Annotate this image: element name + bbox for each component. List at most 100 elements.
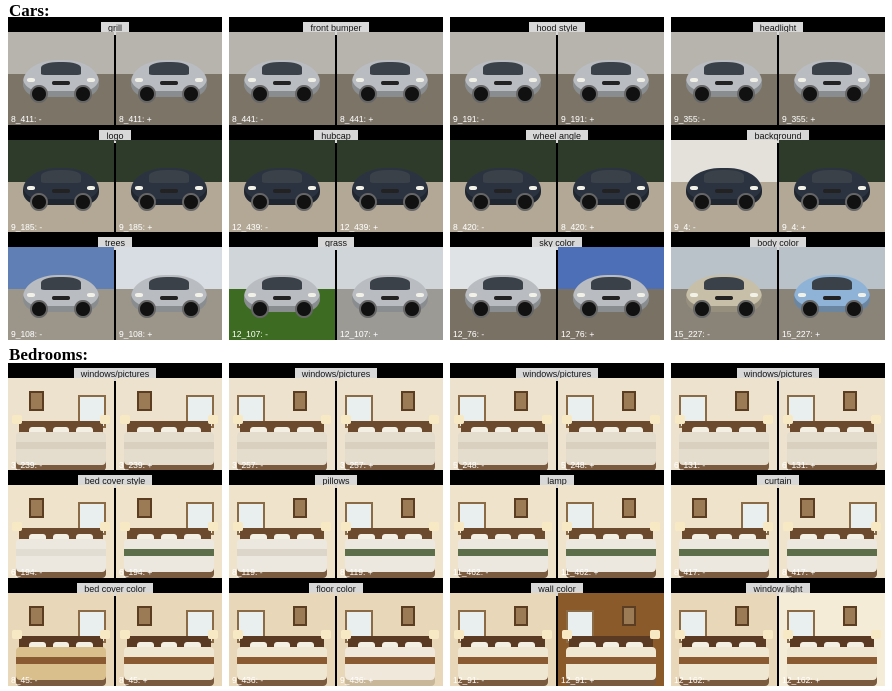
lamp (650, 630, 660, 640)
bed (124, 646, 214, 681)
unit-caption-minus: 3_257: - (232, 460, 264, 470)
unit-caption-plus: 3_239: + (119, 460, 153, 470)
pillow (29, 427, 47, 436)
pillow (625, 427, 643, 436)
car-image-minus: 8_411: - (8, 32, 114, 125)
unit-caption-plus: 8_119: + (340, 567, 373, 577)
pillow (602, 534, 620, 543)
car-image-plus: 12_439: + (337, 140, 443, 233)
bedroom-image-minus: 6_194: - (8, 485, 114, 578)
car-image-minus: 8_420: - (450, 140, 556, 233)
car-image-minus: 12_107: - (229, 247, 335, 340)
wall-picture (621, 391, 637, 412)
unit-caption-minus: 9_108: - (11, 329, 43, 339)
unit-caption-minus: 9_436: - (232, 675, 264, 685)
attribute-label: grass (229, 233, 443, 250)
wall-picture (137, 606, 153, 627)
lamp (12, 415, 22, 425)
bedroom-panel: bed cover color 8_45: - (8, 578, 222, 686)
car-image-minus: 9_191: - (450, 32, 556, 125)
attribute-label: grill (8, 18, 222, 35)
bedroom-panel: windows/pictures 3_257: - (229, 363, 443, 471)
lamp (783, 630, 793, 640)
bed (566, 538, 656, 573)
car-image (130, 59, 208, 104)
pillow (160, 427, 178, 436)
lamp (650, 522, 660, 532)
car-panel: grass 12_107: - 12_107: + (229, 232, 443, 340)
wall-picture (137, 498, 153, 519)
pillow (296, 642, 314, 651)
bedroom-panel: wall color 12_91: - 1 (450, 578, 664, 686)
pillow (29, 642, 47, 651)
lamp (233, 522, 243, 532)
bedroom-image-minus: 11_462: - (450, 485, 556, 578)
pillow (381, 534, 399, 543)
unit-caption-minus: 6_131: - (674, 460, 706, 470)
car-image (351, 59, 429, 104)
lamp (763, 522, 773, 532)
wall-picture (621, 606, 637, 627)
unit-caption-plus: 12_439: + (340, 222, 379, 232)
wall-picture (513, 606, 529, 627)
pillow (52, 427, 70, 436)
lamp (562, 415, 572, 425)
bedroom-image-minus: 3_257: - (229, 378, 335, 471)
pillow (738, 642, 756, 651)
unit-caption-plus: 12_91: + (561, 675, 595, 685)
bedroom-image-plus: 12_91: + (558, 593, 664, 686)
wall-picture (292, 391, 308, 412)
unit-caption-minus: 5_248: - (453, 460, 485, 470)
attribute-label: hood style (450, 18, 664, 35)
unit-caption-plus: 15_227: + (782, 329, 821, 339)
bedroom-image-plus: 3_239: + (116, 378, 222, 471)
car-image-plus: 9_355: + (779, 32, 885, 125)
pillow (494, 642, 512, 651)
unit-caption-plus: 6_194: + (119, 567, 153, 577)
unit-caption-minus: 8_45: - (11, 675, 38, 685)
bedroom-panel: pillows 8_119: - 8_11 (229, 470, 443, 578)
bed (345, 538, 435, 573)
bedroom-image-plus: 5_248: + (558, 378, 664, 471)
car-image (685, 274, 763, 319)
wall-picture (29, 391, 45, 412)
attribute-label-text: logo (99, 130, 131, 143)
pillow (738, 427, 756, 436)
car-image (685, 59, 763, 104)
pillow (715, 534, 733, 543)
car-panel: wheel angle 8_420: - 8_420: + (450, 125, 664, 233)
lamp (562, 630, 572, 640)
pillow (471, 427, 489, 436)
pillow (381, 642, 399, 651)
lamp (454, 522, 464, 532)
attribute-label: headlight (671, 18, 885, 35)
pillow (602, 427, 620, 436)
pillow (517, 642, 535, 651)
lamp (429, 415, 439, 425)
pillow (692, 427, 710, 436)
unit-caption-plus: 9_108: + (119, 329, 153, 339)
bedroom-panel: curtain 8_417: - 8_41 (671, 470, 885, 578)
lamp (321, 630, 331, 640)
unit-caption-plus: 12_107: + (340, 329, 379, 339)
attribute-label-text: curtain (757, 475, 799, 488)
unit-caption-minus: 12_439: - (232, 222, 268, 232)
bedroom-image-plus: 6_194: + (116, 485, 222, 578)
attribute-label-text: pillows (315, 475, 357, 488)
bedroom-image-minus: 12_91: - (450, 593, 556, 686)
unit-caption-minus: 8_420: - (453, 222, 485, 232)
pillow (183, 642, 201, 651)
unit-caption-plus: 8_441: + (340, 114, 374, 124)
attribute-label-text: lamp (540, 475, 574, 488)
attribute-label: wheel angle (450, 126, 664, 143)
car-panel: sky color 12_76: - 12_76: + (450, 232, 664, 340)
unit-caption-minus: 8_411: - (11, 114, 42, 124)
attribute-label-text: windows/pictures (736, 368, 820, 381)
unit-caption-plus: 12_76: + (561, 329, 595, 339)
car-image-minus: 15_227: - (671, 247, 777, 340)
unit-caption-minus: 8_417: - (674, 567, 706, 577)
pillow (381, 427, 399, 436)
unit-caption-minus: 12_91: - (453, 675, 485, 685)
car-panel: body color 15_227: - 15_227: + (671, 232, 885, 340)
car-image (243, 59, 321, 104)
